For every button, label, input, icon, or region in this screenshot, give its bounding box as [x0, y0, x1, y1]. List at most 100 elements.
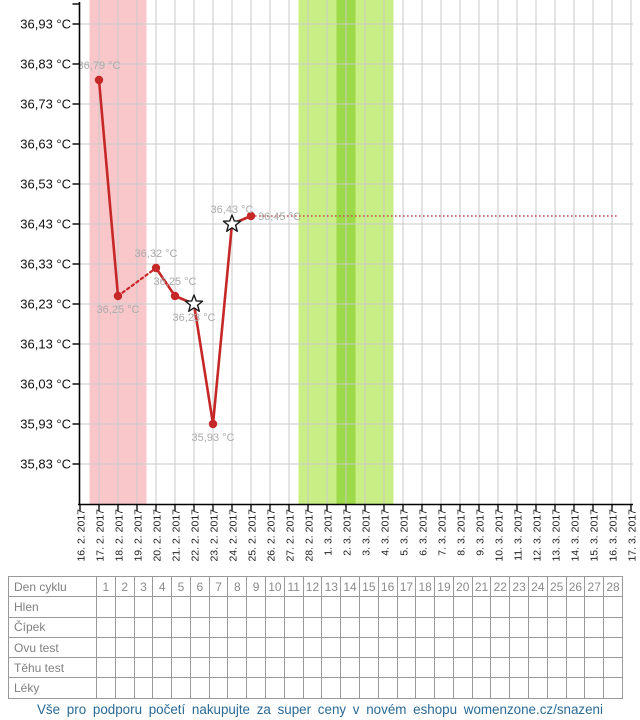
- day-cell: [546, 636, 567, 659]
- date-label: 6. 3. 2017: [418, 509, 430, 556]
- date-label: 1. 3. 2017: [323, 509, 335, 556]
- day-cell: [208, 596, 229, 618]
- cycle-day-number: 23: [509, 575, 529, 598]
- cycle-day-number: 18: [415, 575, 436, 598]
- date-label: 5. 3. 2017: [399, 509, 411, 556]
- day-cell: [584, 596, 605, 618]
- cycle-day-number: 10: [265, 575, 285, 598]
- day-cell: [96, 657, 116, 679]
- date-label: 9. 3. 2017: [475, 509, 487, 556]
- date-label: 21. 2. 2017: [171, 509, 183, 562]
- cycle-day-number: 15: [358, 575, 379, 598]
- day-cell: [152, 636, 173, 659]
- day-cell: [471, 596, 492, 618]
- day-cell: [227, 596, 248, 618]
- day-cell: [396, 616, 417, 638]
- day-cell: [490, 596, 511, 618]
- y-axis-label: 36,03 °C: [20, 377, 71, 392]
- day-cell: [565, 677, 586, 699]
- date-label: 24. 2. 2017: [228, 509, 240, 562]
- day-cell: [471, 636, 492, 659]
- temp-value-label: 36,45 °C: [258, 211, 301, 223]
- cycle-day-number: 2: [114, 575, 135, 598]
- y-axis-label: 36,93 °C: [20, 17, 71, 32]
- table-row: Čípek: [8, 616, 623, 638]
- day-cell: [527, 596, 548, 618]
- cycle-day-number: 5: [171, 575, 191, 598]
- day-cell: [415, 636, 436, 659]
- date-label: 28. 2. 2017: [304, 509, 316, 562]
- day-cell: [133, 657, 154, 679]
- date-label: 26. 2. 2017: [266, 509, 278, 562]
- y-axis-label: 36,33 °C: [20, 257, 71, 272]
- day-cell: [96, 677, 116, 699]
- day-cell: [527, 616, 548, 638]
- date-label: 12. 3. 2017: [532, 509, 544, 562]
- day-cell: [302, 616, 323, 638]
- footer-promo: Vše pro podporu početí nakupujte za supe…: [0, 699, 640, 720]
- cycle-day-number: 7: [208, 575, 229, 598]
- day-cell: [565, 596, 586, 618]
- cycle-day-number: 25: [546, 575, 567, 598]
- y-axis-label: 36,63 °C: [20, 137, 71, 152]
- date-label: 15. 3. 2017: [589, 509, 601, 562]
- day-cell: [452, 616, 473, 638]
- date-label: 16. 3. 2017: [608, 509, 620, 562]
- day-cell: [452, 596, 473, 618]
- temp-value-label: 36,43 °C: [211, 204, 254, 216]
- day-cell: [490, 616, 511, 638]
- day-cell: [114, 657, 135, 679]
- day-cell: [434, 596, 454, 618]
- cycle-day-number: 3: [133, 575, 154, 598]
- temp-segment-dashed: [116, 266, 158, 298]
- day-cell: [396, 657, 417, 679]
- day-cell: [171, 677, 191, 699]
- day-cell: [565, 657, 586, 679]
- date-label: 4. 3. 2017: [380, 509, 392, 556]
- day-cell: [171, 596, 191, 618]
- day-cell: [133, 616, 154, 638]
- temp-segment: [154, 266, 177, 298]
- day-cell: [171, 616, 191, 638]
- day-cell: [565, 636, 586, 659]
- date-label: 11. 3. 2017: [513, 509, 525, 561]
- date-label: 25. 2. 2017: [247, 509, 259, 562]
- day-cell: [527, 677, 548, 699]
- date-label: 23. 2. 2017: [209, 509, 221, 562]
- day-cell: [509, 636, 529, 659]
- row-label: Těhu test: [8, 657, 97, 679]
- temp-value-label: 36,23 °C: [173, 312, 216, 324]
- cycle-day-number: 24: [527, 575, 548, 598]
- day-cell: [246, 657, 267, 679]
- day-cell: [114, 677, 135, 699]
- table-row: Hlen: [8, 596, 623, 618]
- table-row: Léky: [8, 677, 623, 699]
- temp-segment: [97, 78, 120, 298]
- day-cell: [509, 616, 529, 638]
- cycle-day-number: 22: [490, 575, 511, 598]
- day-cell: [302, 677, 323, 699]
- day-cell: [377, 677, 398, 699]
- day-cell: [265, 636, 285, 659]
- temperature-chart: 36,79 °C 36,25 °C 36,32 °C 36,25 °C 36,23 °C…: [20, 0, 639, 562]
- day-cell: [471, 677, 492, 699]
- day-cell: [96, 636, 116, 659]
- day-cell: [358, 616, 379, 638]
- temp-value-label: 36,32 °C: [135, 248, 178, 260]
- day-cell: [584, 657, 605, 679]
- date-label: 2. 3. 2017: [342, 509, 354, 556]
- day-cell: [133, 596, 154, 618]
- day-cell: [509, 657, 529, 679]
- temp-value-label: 36,25 °C: [154, 276, 197, 288]
- day-cell: [302, 636, 323, 659]
- day-cell: [546, 657, 567, 679]
- footer-promo-link[interactable]: Vše pro podporu početí nakupujte za supe…: [37, 702, 603, 717]
- day-cell: [340, 616, 360, 638]
- date-label: 18. 2. 2017: [114, 509, 126, 562]
- y-axis-label: 36,13 °C: [20, 337, 71, 352]
- day-cell: [114, 616, 135, 638]
- day-cell: [265, 596, 285, 618]
- date-label: 14. 3. 2017: [570, 509, 582, 562]
- day-cell: [189, 616, 210, 638]
- day-cell: [358, 596, 379, 618]
